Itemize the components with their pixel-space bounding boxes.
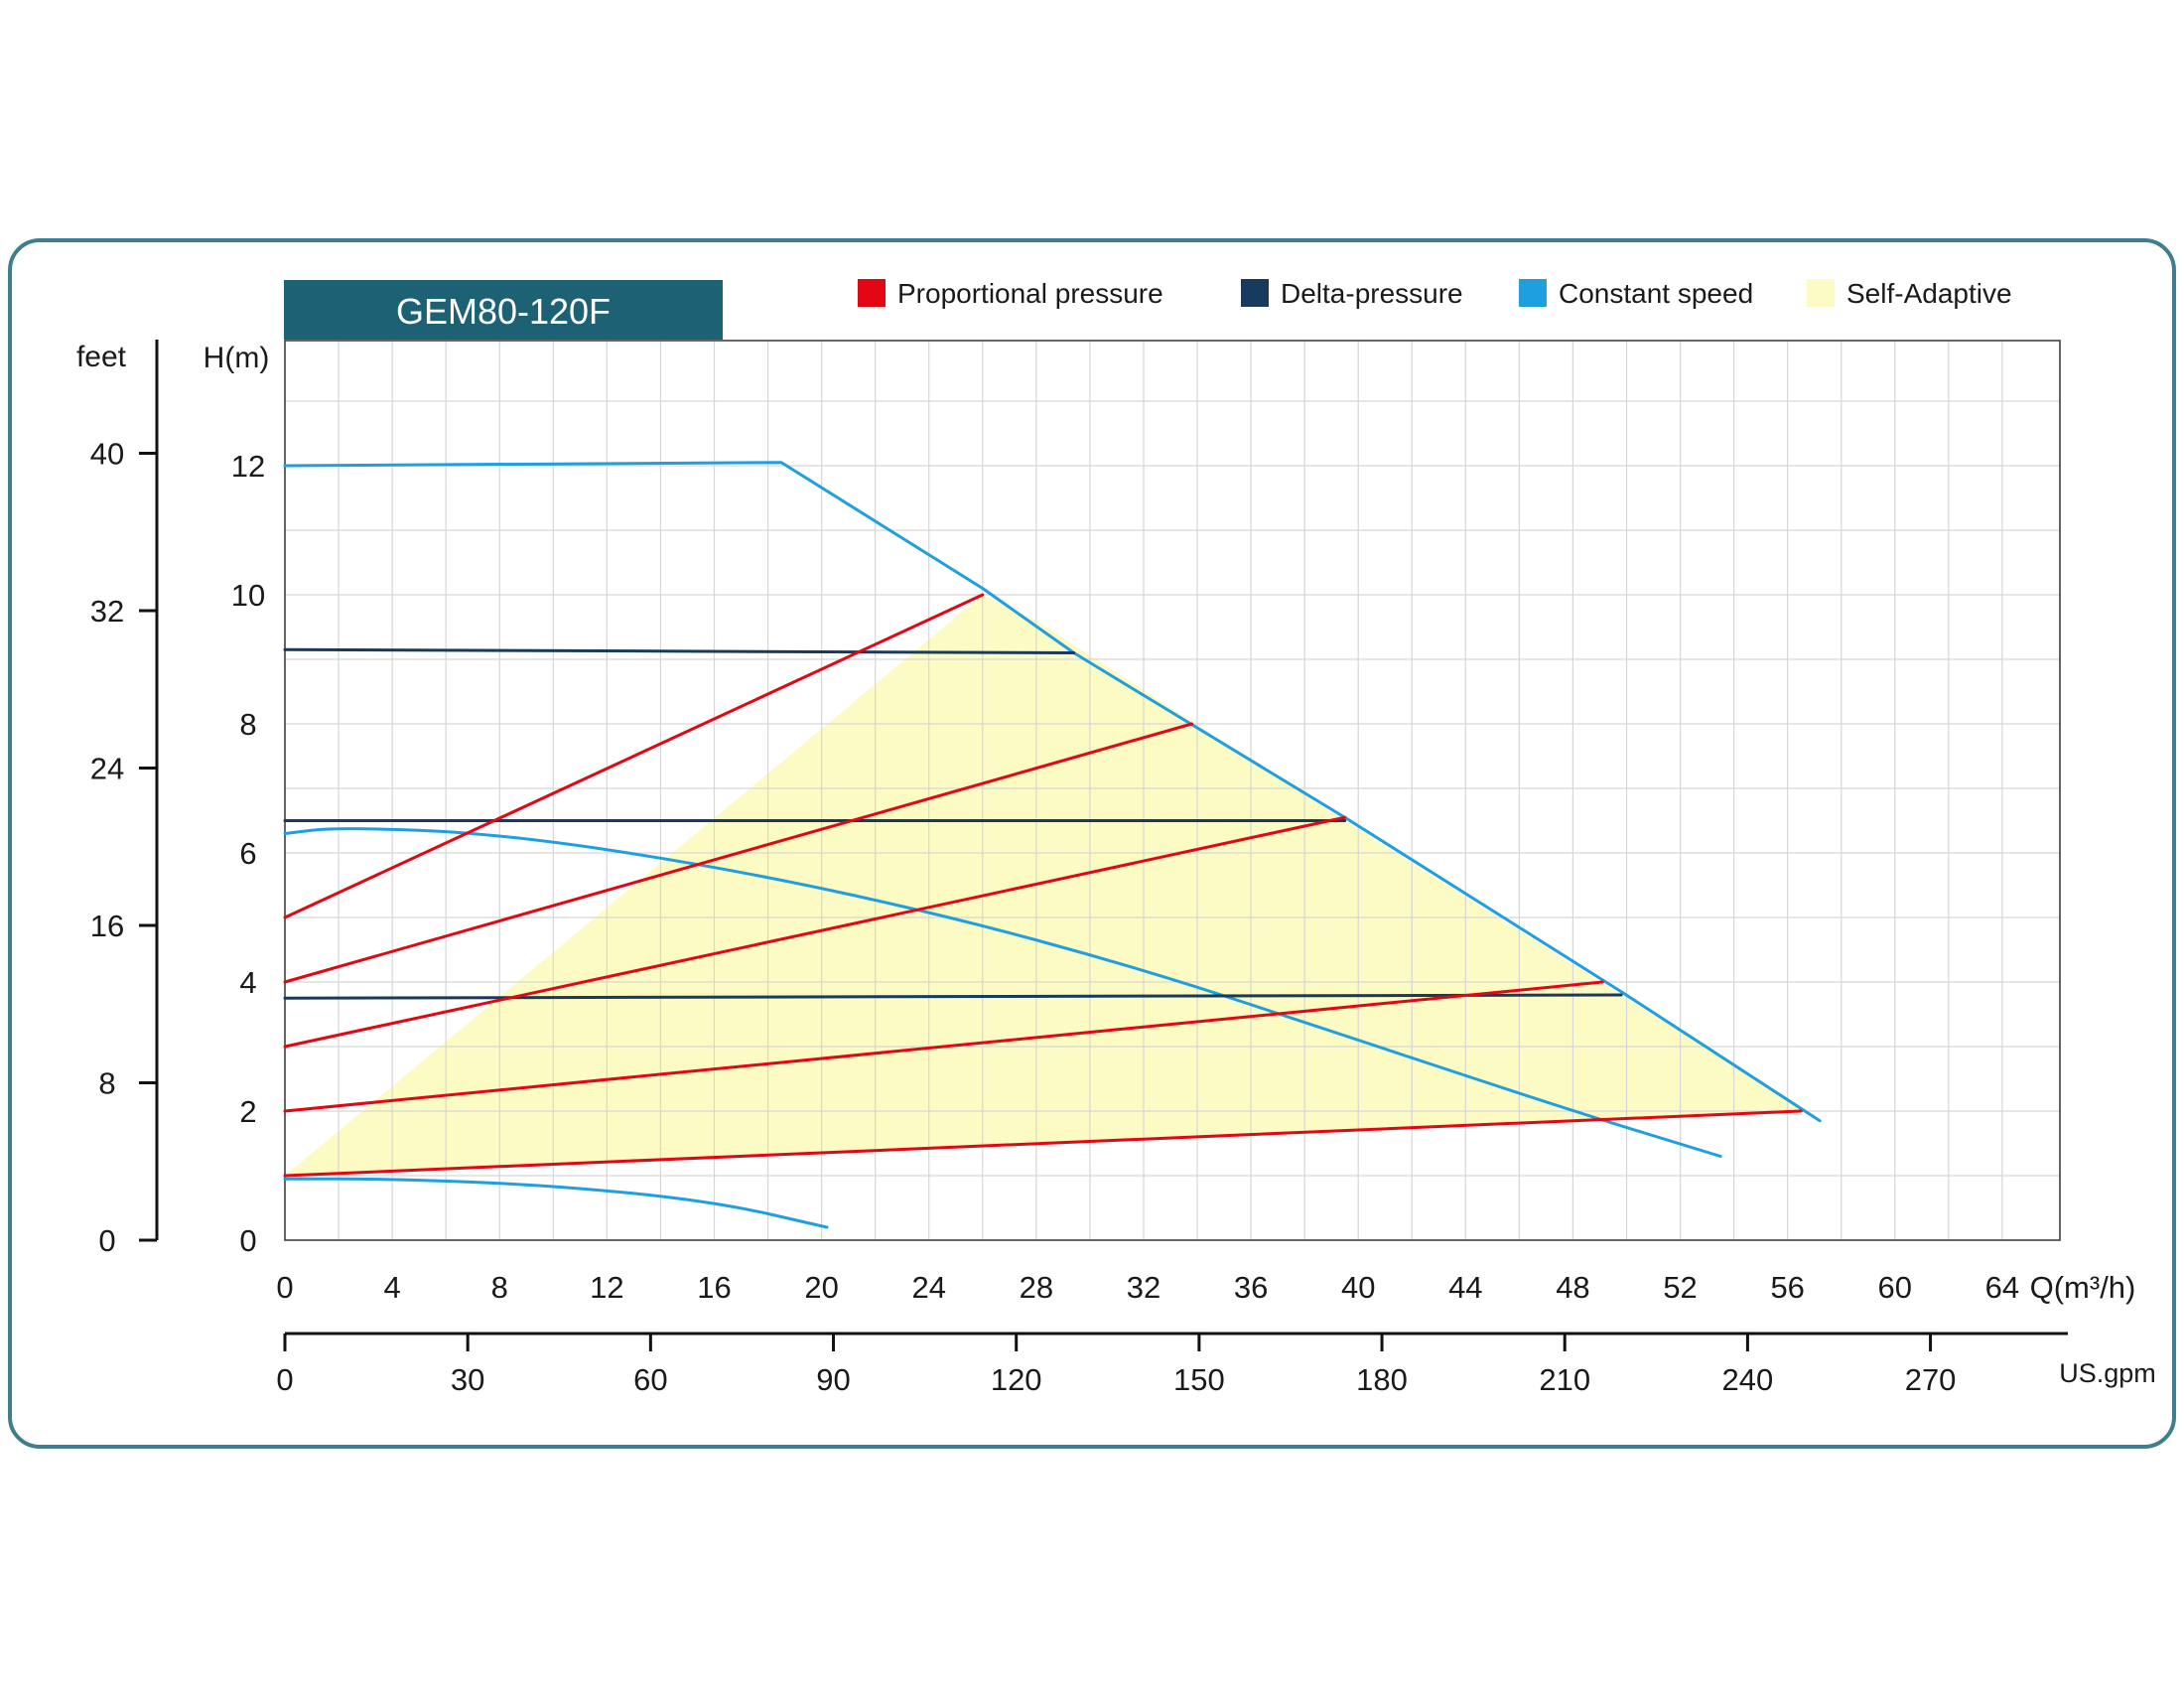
feet-tick-label: 16 — [90, 909, 124, 943]
q-tick-label: 12 — [590, 1270, 623, 1305]
q-tick-label: 64 — [1985, 1270, 2019, 1305]
self-adaptive-area-layer — [285, 595, 1821, 1176]
legend-label: Proportional pressure — [897, 278, 1163, 309]
legend-swatch — [858, 279, 886, 307]
q-axis-label: Q(m³/h) — [2030, 1270, 2136, 1305]
gpm-tick-label: 240 — [1722, 1362, 1774, 1397]
h-tick-label: 2 — [239, 1094, 256, 1129]
gpm-tick-label: 0 — [276, 1362, 293, 1397]
gpm-tick-label: 210 — [1539, 1362, 1590, 1397]
q-tick-label: 52 — [1663, 1270, 1697, 1305]
legend-swatch — [1519, 279, 1547, 307]
self-adaptive-area — [285, 595, 1821, 1176]
q-tick-label: 44 — [1448, 1270, 1482, 1305]
h-tick-label: 6 — [239, 836, 256, 871]
q-tick-label: 4 — [383, 1270, 400, 1305]
feet-tick-label: 8 — [98, 1066, 115, 1101]
gpm-axis-label: US.gpm — [2059, 1358, 2156, 1388]
chart-title: GEM80-120F — [396, 291, 611, 332]
legend-swatch — [1241, 279, 1269, 307]
q-tick-label: 48 — [1556, 1270, 1589, 1305]
constant-speed-line — [283, 827, 1722, 1158]
grid — [285, 341, 2060, 1240]
proportional-pressure-line — [283, 815, 1347, 1049]
constant-speed-line — [283, 1177, 829, 1229]
q-tick-label: 20 — [804, 1270, 838, 1305]
h-tick-label: 10 — [231, 578, 265, 613]
q-tick-label: 56 — [1770, 1270, 1804, 1305]
q-tick-label: 28 — [1020, 1270, 1053, 1305]
gpm-tick-label: 180 — [1356, 1362, 1408, 1397]
gpm-tick-label: 60 — [633, 1362, 667, 1397]
series-lines — [283, 461, 1822, 1229]
feet-tick-label: 24 — [90, 752, 124, 786]
proportional-pressure-line — [283, 1109, 1803, 1178]
q-tick-label: 24 — [911, 1270, 945, 1305]
feet-tick-label: 32 — [90, 594, 124, 629]
h-axis-label: H(m) — [204, 342, 270, 374]
feet-tick-label: 40 — [90, 437, 124, 472]
gpm-tick-label: 120 — [991, 1362, 1042, 1397]
q-tick-label: 16 — [697, 1270, 731, 1305]
plot-area-border — [284, 340, 2061, 1241]
feet-tick-label: 0 — [98, 1223, 115, 1258]
h-tick-label: 8 — [239, 707, 256, 742]
legend-label: Self-Adaptive — [1846, 278, 2012, 309]
proportional-pressure-line — [283, 593, 985, 919]
gpm-tick-label: 90 — [816, 1362, 850, 1397]
title-bar — [284, 280, 723, 340]
proportional-pressure-line — [283, 980, 1604, 1113]
q-tick-label: 40 — [1341, 1270, 1375, 1305]
legend-swatch — [1807, 279, 1835, 307]
proportional-pressure-line — [283, 722, 1194, 984]
legend-label: Constant speed — [1559, 278, 1753, 309]
q-tick-label: 32 — [1127, 1270, 1160, 1305]
h-tick-label: 0 — [239, 1223, 256, 1258]
delta-pressure-line — [283, 647, 1076, 654]
feet-axis-label: feet — [76, 341, 127, 373]
gpm-tick-label: 270 — [1905, 1362, 1957, 1397]
legend: Proportional pressure Delta-pressure Const… — [858, 278, 2012, 309]
q-tick-label: 0 — [276, 1270, 293, 1305]
gpm-tick-label: 30 — [451, 1362, 484, 1397]
h-tick-label: 4 — [239, 965, 256, 1000]
q-tick-label: 36 — [1234, 1270, 1268, 1305]
legend-label: Delta-pressure — [1281, 278, 1463, 309]
h-tick-label: 12 — [231, 449, 265, 484]
q-tick-label: 60 — [1878, 1270, 1912, 1305]
gpm-tick-label: 150 — [1173, 1362, 1225, 1397]
q-tick-label: 8 — [491, 1270, 508, 1305]
chart-frame — [8, 238, 2176, 1449]
